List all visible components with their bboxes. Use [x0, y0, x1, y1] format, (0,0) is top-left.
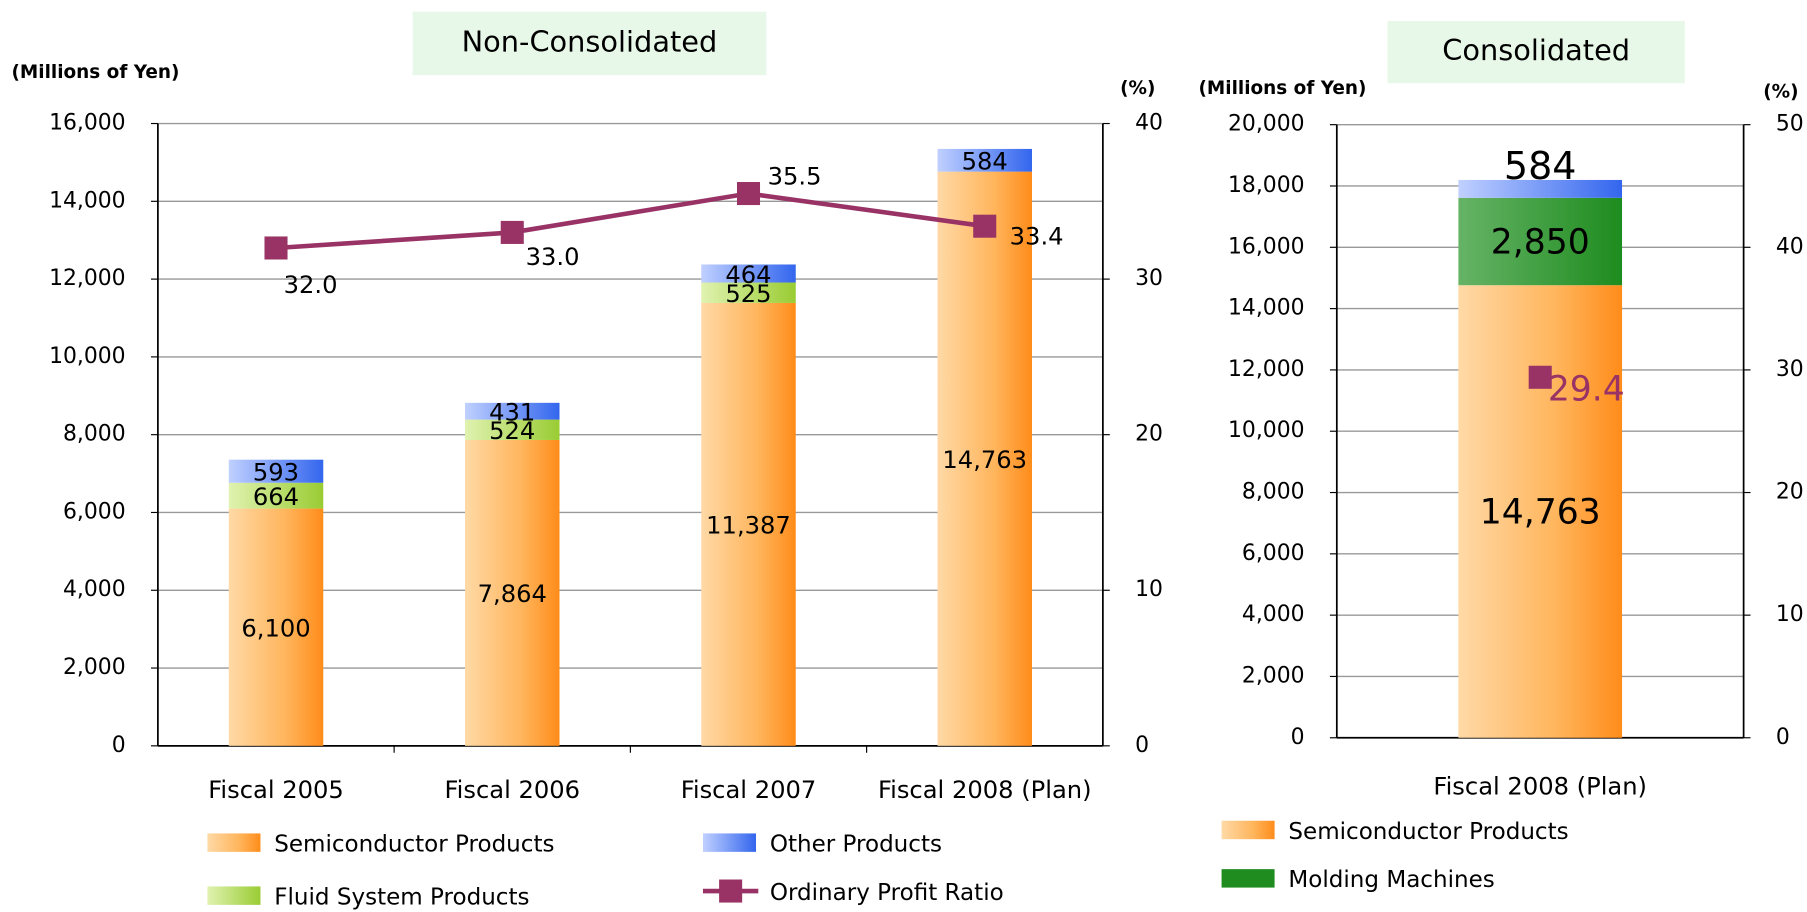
y2-tick-label: 30 — [1776, 357, 1804, 382]
y-tick-label: 12,000 — [49, 266, 126, 291]
y2-tick-label: 10 — [1776, 602, 1804, 627]
bar-segment — [1458, 285, 1623, 738]
y-axis-unit: (Millions of Yen) — [12, 62, 180, 83]
data-label: 525 — [725, 280, 771, 308]
bar-segment — [465, 419, 560, 440]
y-tick-label: 20,000 — [1228, 112, 1305, 137]
legend-swatch — [207, 833, 261, 852]
y2-tick-label: 0 — [1135, 733, 1149, 758]
data-label: 664 — [253, 483, 299, 511]
data-label: 2,850 — [1491, 222, 1590, 262]
x-tick-label: Fiscal 2005 — [208, 776, 344, 804]
y2-tick-label: 20 — [1135, 422, 1163, 447]
chart-title: Non-Consolidated — [462, 24, 718, 58]
data-label: 6,100 — [241, 615, 310, 643]
y-tick-label: 6,000 — [63, 499, 126, 524]
bar-segment — [937, 148, 1032, 172]
line-label: 35.5 — [768, 162, 822, 190]
y-tick-label: 4,000 — [1242, 602, 1305, 627]
bar-segment — [465, 439, 560, 746]
bar-segment — [701, 264, 796, 283]
y2-axis-unit: (%) — [1120, 78, 1155, 99]
line-marker — [264, 236, 288, 260]
legend-label: Fluid System Products — [274, 884, 529, 910]
data-label: 584 — [1504, 144, 1577, 188]
y-tick-label: 2,000 — [63, 655, 126, 680]
data-label: 14,763 — [942, 446, 1027, 474]
y-tick-label: 14,000 — [49, 188, 126, 213]
chart-title: Consolidated — [1442, 33, 1630, 67]
data-label: 584 — [962, 148, 1008, 176]
line-label: 33.0 — [526, 243, 580, 271]
y-tick-label: 12,000 — [1228, 357, 1305, 382]
y2-tick-label: 50 — [1776, 112, 1804, 137]
y-tick-label: 8,000 — [1242, 480, 1305, 505]
bar-segment — [701, 302, 796, 746]
legend-swatch — [1221, 869, 1275, 888]
x-tick-label: Fiscal 2008 (Plan) — [1433, 772, 1647, 800]
y-tick-label: 0 — [1291, 725, 1305, 750]
data-label: 431 — [489, 399, 535, 427]
y-tick-label: 8,000 — [63, 422, 126, 447]
line-marker — [1528, 365, 1552, 389]
data-label: 524 — [489, 417, 535, 445]
legend-label: Semiconductor Products — [1288, 819, 1568, 845]
data-label: 464 — [725, 261, 771, 289]
line-marker — [973, 214, 997, 238]
data-label: 14,763 — [1480, 492, 1601, 532]
bar-segment — [228, 459, 324, 483]
line-label: 33.4 — [1010, 223, 1064, 251]
legend-label: Molding Machines — [1288, 867, 1494, 893]
x-tick-label: Fiscal 2006 — [444, 776, 580, 804]
bar-segment — [937, 171, 1032, 746]
y-tick-label: 0 — [112, 733, 126, 758]
y-tick-label: 10,000 — [1228, 418, 1305, 443]
y2-tick-label: 10 — [1135, 577, 1163, 602]
y2-tick-label: 20 — [1776, 480, 1804, 505]
title-box — [1387, 20, 1685, 84]
legend-label: Other Products — [770, 831, 942, 857]
line-marker — [500, 220, 524, 244]
data-label: 593 — [253, 459, 299, 487]
data-label: 11,387 — [706, 512, 791, 540]
legend-swatch — [1221, 820, 1275, 840]
y-tick-label: 18,000 — [1228, 173, 1305, 198]
y2-tick-label: 0 — [1776, 725, 1790, 750]
y-tick-label: 10,000 — [49, 344, 126, 369]
y2-axis-unit: (%) — [1763, 81, 1798, 102]
legend-swatch — [702, 833, 756, 852]
y-tick-label: 2,000 — [1242, 663, 1305, 688]
y2-tick-label: 40 — [1776, 234, 1804, 259]
x-tick-label: Fiscal 2007 — [681, 776, 817, 804]
y2-tick-label: 30 — [1135, 266, 1163, 291]
y-tick-label: 16,000 — [1228, 234, 1305, 259]
line-marker — [736, 182, 761, 206]
legend-label: Semiconductor Products — [274, 831, 554, 857]
title-box — [412, 11, 767, 76]
bar-segment — [701, 282, 796, 303]
x-tick-label: Fiscal 2008 (Plan) — [878, 776, 1092, 804]
bar-segment — [228, 482, 324, 509]
y-axis-unit: (Millions of Yen) — [1199, 78, 1367, 99]
bar-segment — [1458, 179, 1623, 198]
data-label: 7,864 — [478, 580, 547, 608]
line-label: 29.4 — [1548, 370, 1625, 410]
bar-segment — [465, 402, 560, 420]
y-tick-label: 16,000 — [49, 111, 126, 136]
bar-segment — [1458, 197, 1623, 286]
bar-segment — [228, 508, 324, 746]
legend-marker — [719, 879, 743, 903]
y-tick-label: 6,000 — [1242, 541, 1305, 566]
y-tick-label: 4,000 — [63, 577, 126, 602]
line-series — [275, 191, 986, 251]
legend-label: Ordinary Profit Ratio — [770, 880, 1004, 906]
legend-swatch — [207, 886, 261, 905]
y-tick-label: 14,000 — [1228, 296, 1305, 321]
y2-tick-label: 40 — [1135, 111, 1163, 136]
line-label: 32.0 — [284, 271, 338, 299]
